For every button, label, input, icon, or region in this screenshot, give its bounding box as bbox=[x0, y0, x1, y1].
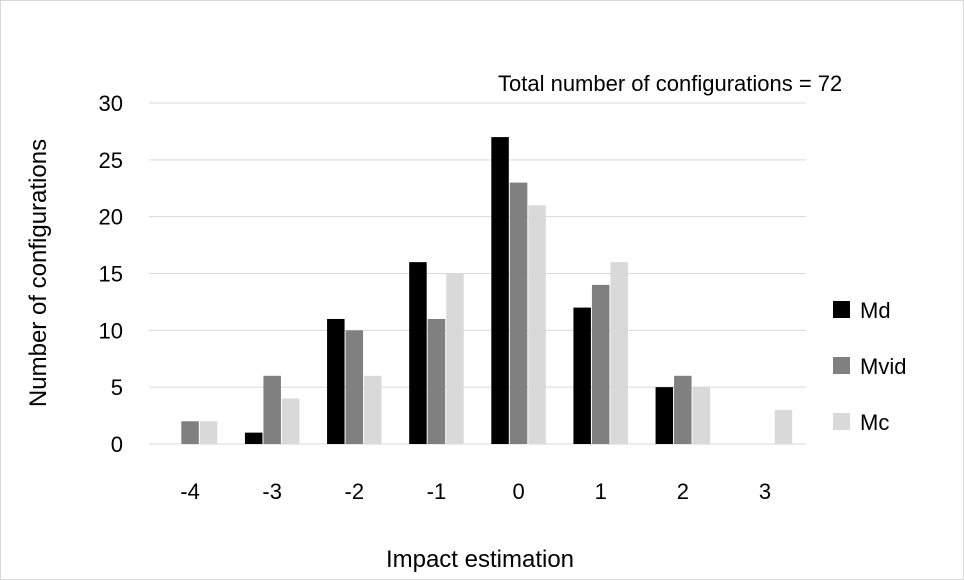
x-tick-labels: -4 -3 -2 -1 0 1 2 3 bbox=[180, 479, 771, 504]
x-tick-label: -2 bbox=[345, 479, 365, 504]
bar-md--3 bbox=[244, 432, 263, 444]
bar-mvid-1 bbox=[591, 284, 610, 444]
legend-swatch-md bbox=[833, 301, 850, 318]
bar-mc-1 bbox=[610, 262, 628, 444]
x-tick-label: -1 bbox=[427, 479, 447, 504]
bar-mvid-0 bbox=[509, 182, 528, 445]
bar-mc--2 bbox=[364, 375, 382, 444]
bar-mvid--1 bbox=[427, 318, 446, 444]
bar-mc--3 bbox=[281, 398, 300, 444]
legend-label-mc: Mc bbox=[860, 410, 889, 435]
y-tick-label: 30 bbox=[99, 91, 123, 116]
bar-mc--4 bbox=[199, 421, 218, 444]
bar-md-1 bbox=[573, 307, 591, 444]
bar-mc-2 bbox=[692, 387, 711, 444]
bar-mc-3 bbox=[774, 409, 793, 444]
x-tick-label: -4 bbox=[180, 479, 200, 504]
bar-mc--1 bbox=[446, 273, 464, 444]
bar-md-2 bbox=[655, 387, 674, 444]
bar-mvid-2 bbox=[674, 375, 692, 444]
bar-md--2 bbox=[327, 318, 345, 444]
y-tick-label: 20 bbox=[99, 205, 123, 230]
x-tick-label: 2 bbox=[677, 479, 689, 504]
legend: Md Mvid Mc bbox=[833, 298, 906, 435]
bar-md--1 bbox=[409, 262, 427, 444]
legend-label-mvid: Mvid bbox=[860, 354, 906, 379]
total-configurations-annotation: Total number of configurations = 72 bbox=[498, 71, 842, 96]
legend-swatch-mvid bbox=[833, 357, 850, 374]
y-axis-title: Number of configurations bbox=[25, 139, 52, 407]
bars bbox=[181, 137, 793, 445]
bar-mvid--2 bbox=[345, 330, 364, 444]
x-axis-title: Impact estimation bbox=[386, 546, 574, 573]
y-tick-labels: 0 5 10 15 20 25 30 bbox=[99, 91, 123, 457]
bar-md-0 bbox=[491, 137, 509, 444]
x-tick-label: -3 bbox=[262, 479, 282, 504]
y-tick-label: 5 bbox=[111, 375, 123, 400]
bar-mc-0 bbox=[528, 205, 546, 444]
x-tick-label: 3 bbox=[759, 479, 771, 504]
x-tick-label: 0 bbox=[512, 479, 524, 504]
legend-swatch-mc bbox=[833, 413, 850, 430]
bar-mvid--4 bbox=[181, 421, 199, 444]
y-tick-label: 10 bbox=[99, 318, 123, 343]
y-tick-label: 0 bbox=[111, 432, 123, 457]
y-tick-label: 15 bbox=[99, 262, 123, 287]
gridlines bbox=[149, 102, 806, 445]
bar-mvid--3 bbox=[263, 375, 281, 444]
x-tick-label: 1 bbox=[595, 479, 607, 504]
legend-label-md: Md bbox=[860, 298, 891, 323]
y-tick-label: 25 bbox=[99, 148, 123, 173]
